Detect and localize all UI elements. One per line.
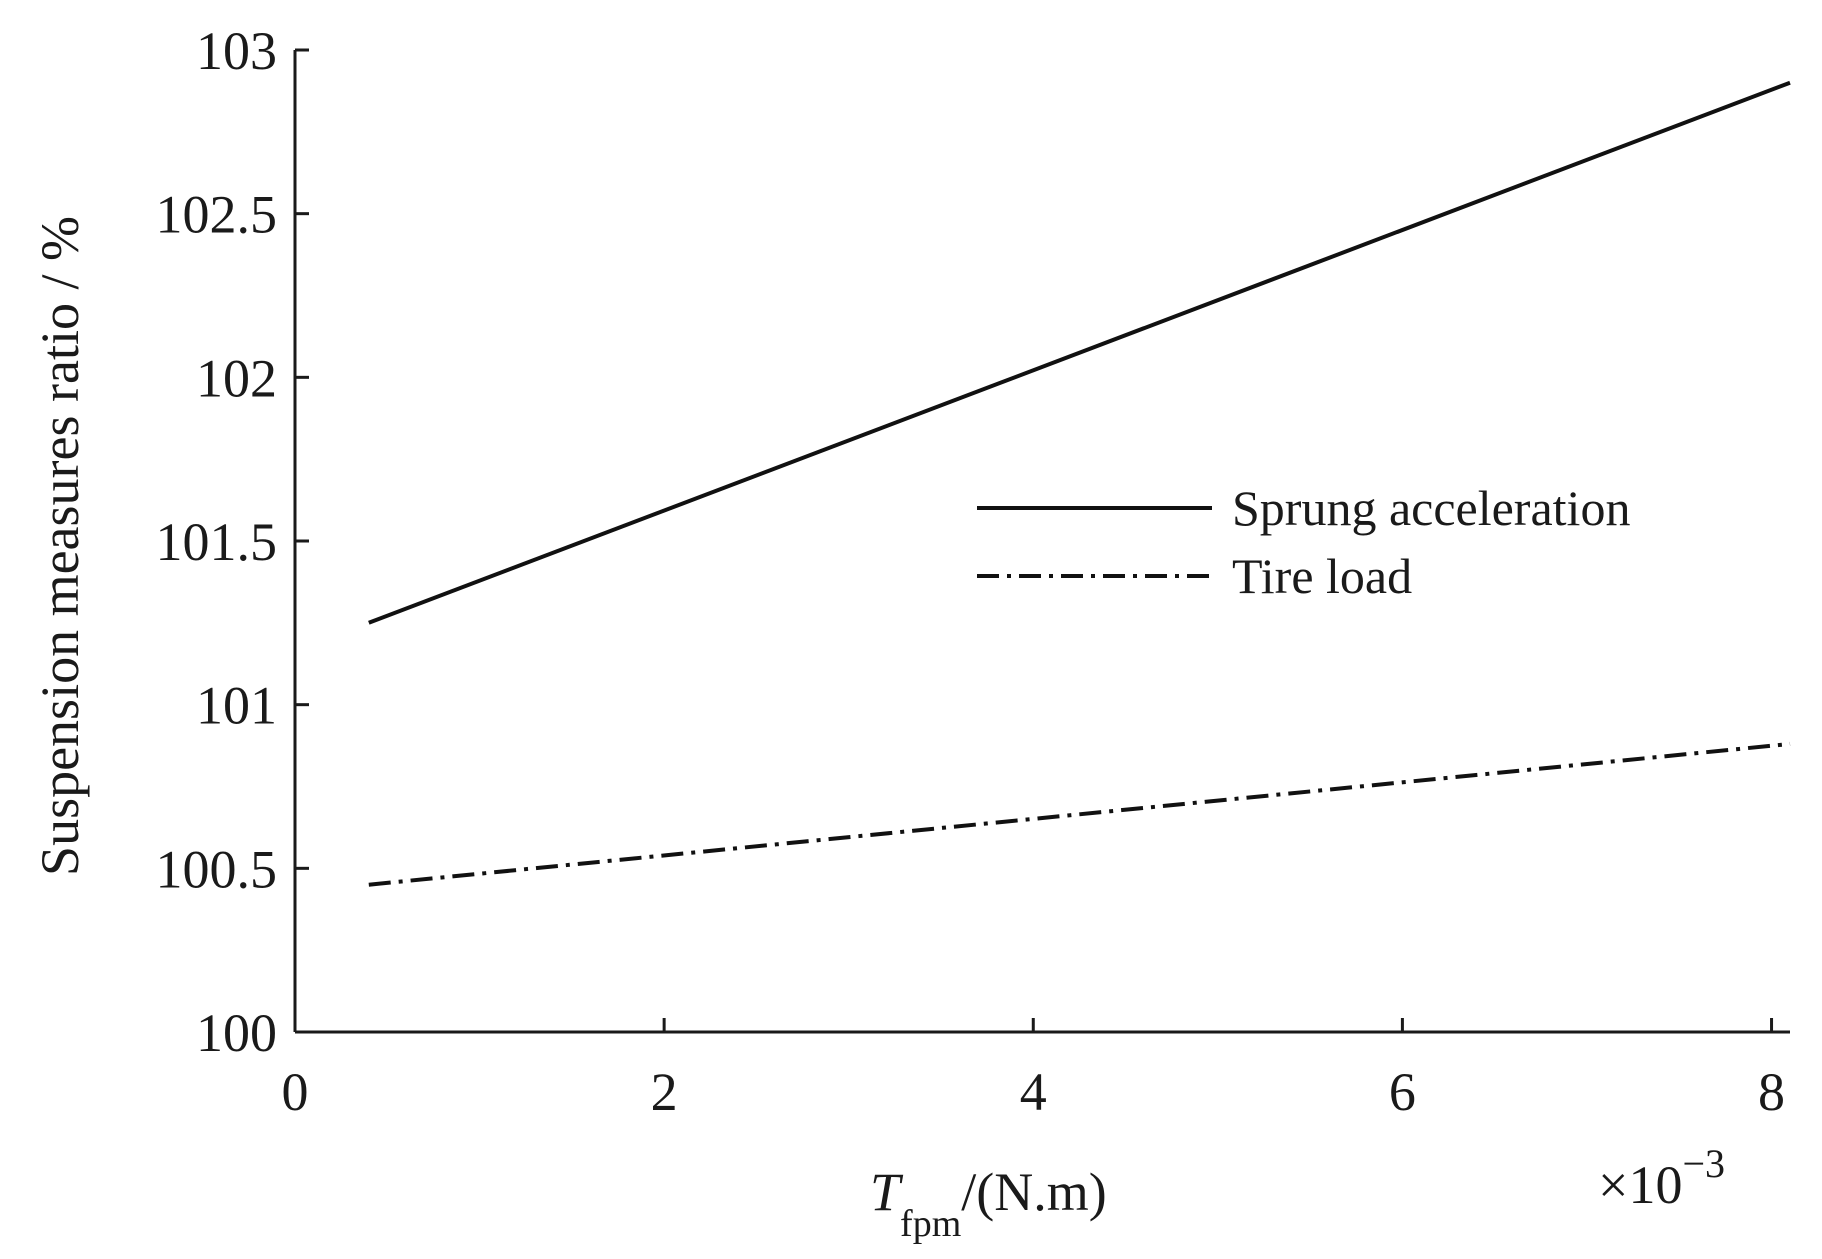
- y-tick-label: 101: [196, 676, 277, 736]
- x-axis-multiplier: ×10−3: [1598, 1141, 1725, 1215]
- y-tick-label: 102: [196, 348, 277, 408]
- x-axis-title: Tfpm/(N.m): [870, 1162, 1107, 1245]
- axes: [293, 50, 1790, 1034]
- series-lines: [368, 80, 1791, 887]
- y-tick-label: 101.5: [156, 512, 278, 572]
- y-tick-label: 100.5: [156, 839, 278, 899]
- x-tick-label: 0: [282, 1062, 309, 1122]
- ticks: 0 2 4 6 8 100 100.5 101 101.5 102 102.5 103: [156, 21, 1786, 1122]
- legend: Sprung acceleration Tire load: [977, 480, 1630, 604]
- x-tick-label: 6: [1389, 1062, 1416, 1122]
- x-tick-label: 2: [651, 1062, 678, 1122]
- y-tick-label: 100: [196, 1003, 277, 1063]
- y-tick-label: 102.5: [156, 185, 278, 245]
- series-line-tire-load: [368, 741, 1791, 887]
- x-tick-label: 8: [1758, 1062, 1785, 1122]
- x-axis-title-subscript: fpm: [900, 1203, 961, 1245]
- x-tick-label: 4: [1020, 1062, 1047, 1122]
- legend-label: Tire load: [1232, 548, 1412, 604]
- y-axis-title: Suspension measures ratio / %: [30, 216, 90, 876]
- x-axis-title-unit: /(N.m): [961, 1162, 1106, 1222]
- x-axis-multiplier-base: ×10: [1598, 1155, 1682, 1215]
- x-axis-title-symbol: T: [870, 1162, 904, 1222]
- series-line-sprung-acceleration: [368, 80, 1791, 625]
- x-axis-multiplier-exponent: −3: [1682, 1141, 1725, 1186]
- legend-label: Sprung acceleration: [1232, 480, 1630, 536]
- y-tick-label: 103: [196, 21, 277, 81]
